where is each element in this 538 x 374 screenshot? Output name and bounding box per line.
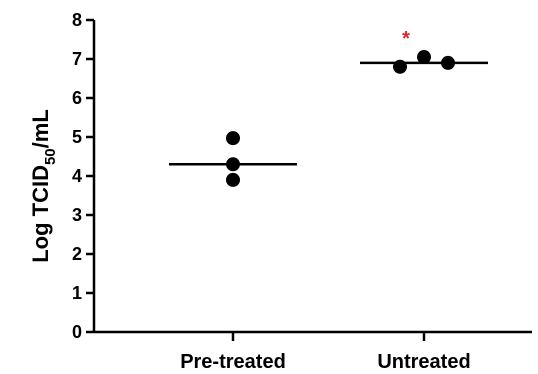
data-point [226,172,240,187]
y-axis-label: Log TCID50/mL [28,109,59,263]
x-category-label: Pre-treated [180,351,286,373]
data-point [226,131,240,146]
data-point [417,50,431,65]
y-tick-label: 3 [72,205,82,225]
y-tick-label: 4 [72,166,82,186]
data-marks: * [169,28,488,187]
x-category-label: Untreated [377,351,470,373]
data-point [441,55,455,70]
y-tick-label: 7 [72,49,82,69]
y-tick-label: 5 [72,127,82,147]
data-point [393,59,407,74]
data-point [226,157,240,172]
y-tick-label: 6 [72,88,82,108]
y-axis: 0 1 2 3 4 5 6 7 8 [72,10,96,342]
y-tick-label: 2 [72,244,82,264]
y-tick-label: 0 [72,322,82,342]
x-axis: Pre-treated Untreated [94,330,532,373]
y-tick-label: 8 [72,10,82,30]
y-tick-label: 1 [72,283,82,303]
significance-asterisk: * [402,28,410,50]
y-axis-label-suffix: /mL [28,109,53,148]
y-axis-label-subscript: 50 [42,148,59,165]
y-axis-label-prefix: Log TCID [28,165,53,263]
